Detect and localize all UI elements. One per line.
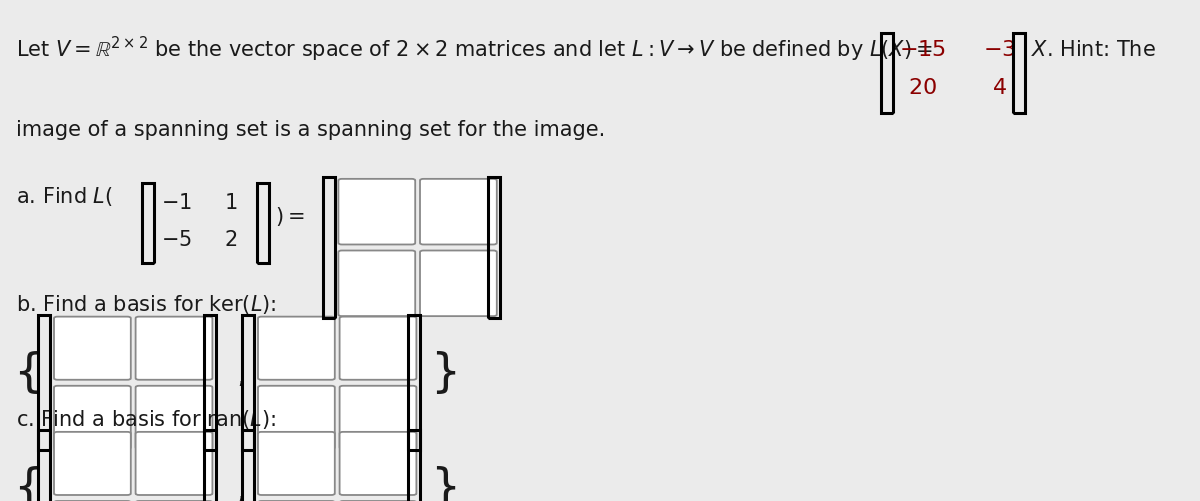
Text: $4$: $4$ bbox=[992, 78, 1007, 98]
FancyBboxPatch shape bbox=[136, 386, 212, 449]
Text: $-3$: $-3$ bbox=[983, 40, 1016, 60]
FancyBboxPatch shape bbox=[258, 386, 335, 449]
Text: Let $V = \mathbb{R}^{2\times 2}$ be the vector space of $2\times 2$ matrices and: Let $V = \mathbb{R}^{2\times 2}$ be the … bbox=[16, 35, 932, 64]
Text: ,: , bbox=[238, 368, 245, 388]
FancyBboxPatch shape bbox=[258, 432, 335, 495]
Text: $2$: $2$ bbox=[224, 230, 238, 250]
FancyBboxPatch shape bbox=[420, 250, 497, 316]
Text: a. Find $L($: a. Find $L($ bbox=[16, 185, 113, 208]
Text: b. Find a basis for $\ker(L)$:: b. Find a basis for $\ker(L)$: bbox=[16, 293, 276, 316]
Text: $X$. Hint: The: $X$. Hint: The bbox=[1031, 40, 1156, 60]
Text: c. Find a basis for $\mathrm{ran}(L)$:: c. Find a basis for $\mathrm{ran}(L)$: bbox=[16, 408, 276, 431]
Text: $) =$: $) =$ bbox=[275, 205, 305, 228]
Text: ,: , bbox=[238, 483, 245, 501]
Text: $-5$: $-5$ bbox=[161, 230, 192, 250]
Text: }: } bbox=[430, 466, 460, 501]
FancyBboxPatch shape bbox=[136, 317, 212, 380]
FancyBboxPatch shape bbox=[54, 317, 131, 380]
FancyBboxPatch shape bbox=[340, 317, 416, 380]
FancyBboxPatch shape bbox=[136, 432, 212, 495]
FancyBboxPatch shape bbox=[420, 179, 497, 244]
Text: $-1$: $-1$ bbox=[161, 193, 192, 213]
FancyBboxPatch shape bbox=[340, 386, 416, 449]
Text: $1$: $1$ bbox=[224, 193, 238, 213]
Text: $20$: $20$ bbox=[908, 78, 937, 98]
Text: image of a spanning set is a spanning set for the image.: image of a spanning set is a spanning se… bbox=[16, 120, 605, 140]
Text: $-15$: $-15$ bbox=[899, 40, 946, 60]
Text: }: } bbox=[430, 351, 460, 396]
FancyBboxPatch shape bbox=[338, 250, 415, 316]
FancyBboxPatch shape bbox=[340, 432, 416, 495]
FancyBboxPatch shape bbox=[338, 179, 415, 244]
Text: {: { bbox=[13, 466, 43, 501]
Text: {: { bbox=[13, 351, 43, 396]
FancyBboxPatch shape bbox=[258, 317, 335, 380]
FancyBboxPatch shape bbox=[54, 432, 131, 495]
FancyBboxPatch shape bbox=[54, 386, 131, 449]
